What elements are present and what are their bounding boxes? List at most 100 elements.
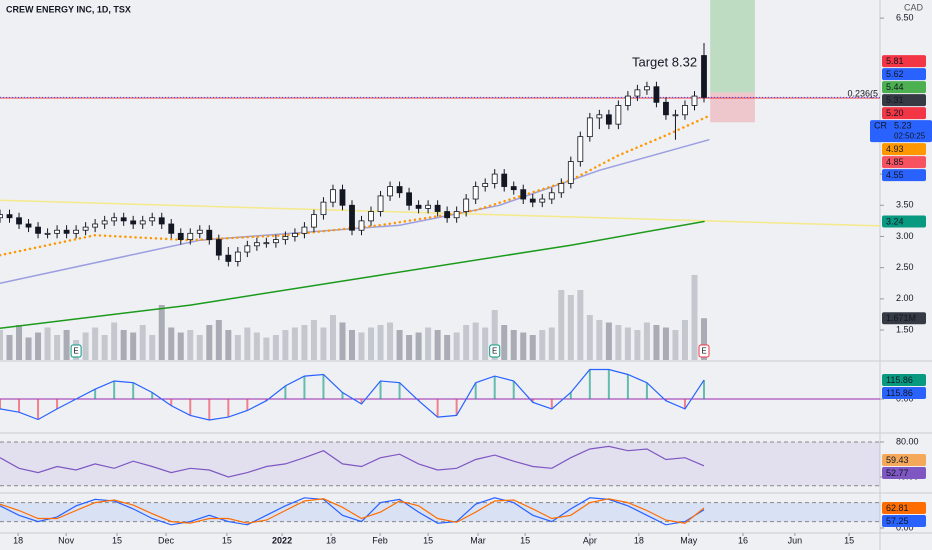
- volume-bar: [177, 332, 184, 360]
- candle-body: [234, 251, 241, 262]
- volume-bar: [215, 320, 222, 360]
- volume-bar: [282, 330, 289, 360]
- candle-body: [634, 89, 641, 97]
- histogram-bar: [645, 382, 648, 400]
- x-tick-label: Jun: [788, 535, 803, 545]
- candle-body: [73, 229, 80, 234]
- earnings-marker: [698, 344, 710, 358]
- volume-bar: [672, 330, 679, 360]
- candle-body: [701, 55, 707, 98]
- volume-bar: [158, 305, 165, 360]
- volume-bar: [320, 327, 327, 360]
- x-tick-label: Apr: [583, 535, 597, 545]
- current-price-tag: [870, 120, 932, 143]
- candle-body: [529, 198, 536, 203]
- candle-body: [472, 186, 479, 200]
- histogram-bar: [208, 399, 211, 421]
- candle-body: [187, 232, 194, 240]
- indicator-line: [0, 199, 880, 227]
- volume-bar: [196, 335, 203, 360]
- candle-body: [92, 223, 99, 228]
- histogram-bar: [246, 399, 249, 411]
- oscillator-line: [0, 497, 705, 526]
- candle-body: [330, 189, 336, 203]
- x-tick-label: 16: [738, 535, 748, 545]
- earnings-marker: [489, 344, 501, 358]
- price-tag-label: 115.86: [886, 375, 913, 385]
- candle-body: [577, 136, 584, 162]
- candle-body: [624, 95, 631, 106]
- price-tag: [882, 466, 926, 479]
- price-tag-label: 5.44: [886, 82, 904, 92]
- price-tag-label: 1.671M: [886, 313, 916, 323]
- price-tag-label: 59.43: [886, 455, 909, 465]
- volume-bar: [0, 330, 3, 360]
- oscillator-line: [0, 445, 705, 478]
- candle-body: [44, 232, 51, 235]
- candle-body: [263, 242, 270, 245]
- volume-bar: [387, 322, 394, 360]
- candle-body: [453, 211, 460, 219]
- volume-bar: [63, 330, 70, 360]
- candle-body: [463, 198, 470, 212]
- candle-body: [63, 229, 70, 234]
- y-tick-label: 80.00: [896, 436, 919, 446]
- volume-bar: [6, 335, 13, 360]
- price-tag-label: 5.62: [886, 69, 904, 79]
- histogram-bar: [37, 399, 40, 420]
- y-tick-label: 2.00: [896, 293, 914, 303]
- y-tick-label: 1.50: [896, 324, 914, 334]
- price-tag: [882, 81, 926, 94]
- histogram-line: [0, 368, 705, 421]
- x-tick-label: 18: [634, 535, 644, 545]
- x-tick-label: 2022: [272, 535, 292, 545]
- volume-bar: [463, 325, 470, 360]
- candle-body: [320, 201, 327, 216]
- volume-bar: [605, 322, 612, 360]
- x-tick-label: 15: [423, 535, 433, 545]
- volume-bar: [586, 315, 593, 360]
- y-tick-label: 6.50: [896, 12, 914, 22]
- candle-body: [120, 217, 127, 222]
- candle-body: [387, 186, 393, 197]
- price-tag: [882, 453, 926, 466]
- price-tag: [882, 94, 926, 107]
- candle-body: [539, 198, 546, 203]
- volume-bar: [681, 320, 688, 360]
- volume-bar: [624, 327, 631, 360]
- volume-bar: [558, 290, 565, 360]
- x-tick-label: Nov: [58, 535, 75, 545]
- candle-body: [168, 223, 175, 234]
- volume-bar: [339, 322, 346, 360]
- volume-bar: [491, 310, 498, 360]
- candle-body: [653, 86, 660, 103]
- candle-body: [358, 220, 365, 231]
- price-tag: [882, 169, 926, 182]
- histogram-bar: [493, 376, 496, 400]
- volume-bar: [634, 330, 641, 360]
- histogram-bar: [322, 374, 325, 400]
- y-tick-label: 3.50: [896, 200, 914, 210]
- x-tick-label: May: [680, 535, 698, 545]
- candle-body: [434, 204, 441, 212]
- indicator-line: [0, 220, 705, 329]
- volume-bar: [16, 325, 23, 360]
- candle-body: [25, 223, 32, 228]
- volume-bar: [329, 315, 336, 360]
- volume-bar: [615, 325, 622, 360]
- volume-bar: [253, 332, 260, 360]
- candle-body: [482, 183, 489, 187]
- volume-bar: [111, 322, 118, 360]
- volume-bar: [510, 330, 517, 360]
- histogram-bar: [474, 382, 477, 400]
- price-tag: [882, 312, 926, 325]
- volume-bar: [44, 327, 51, 360]
- volume-bar: [444, 335, 451, 360]
- histogram-bar: [683, 399, 686, 409]
- volume-bar: [301, 325, 308, 360]
- volume-bar: [701, 318, 707, 360]
- candle-body: [16, 217, 22, 225]
- candle-body: [139, 220, 146, 225]
- volume-bar: [35, 332, 42, 360]
- candle-body: [130, 220, 137, 225]
